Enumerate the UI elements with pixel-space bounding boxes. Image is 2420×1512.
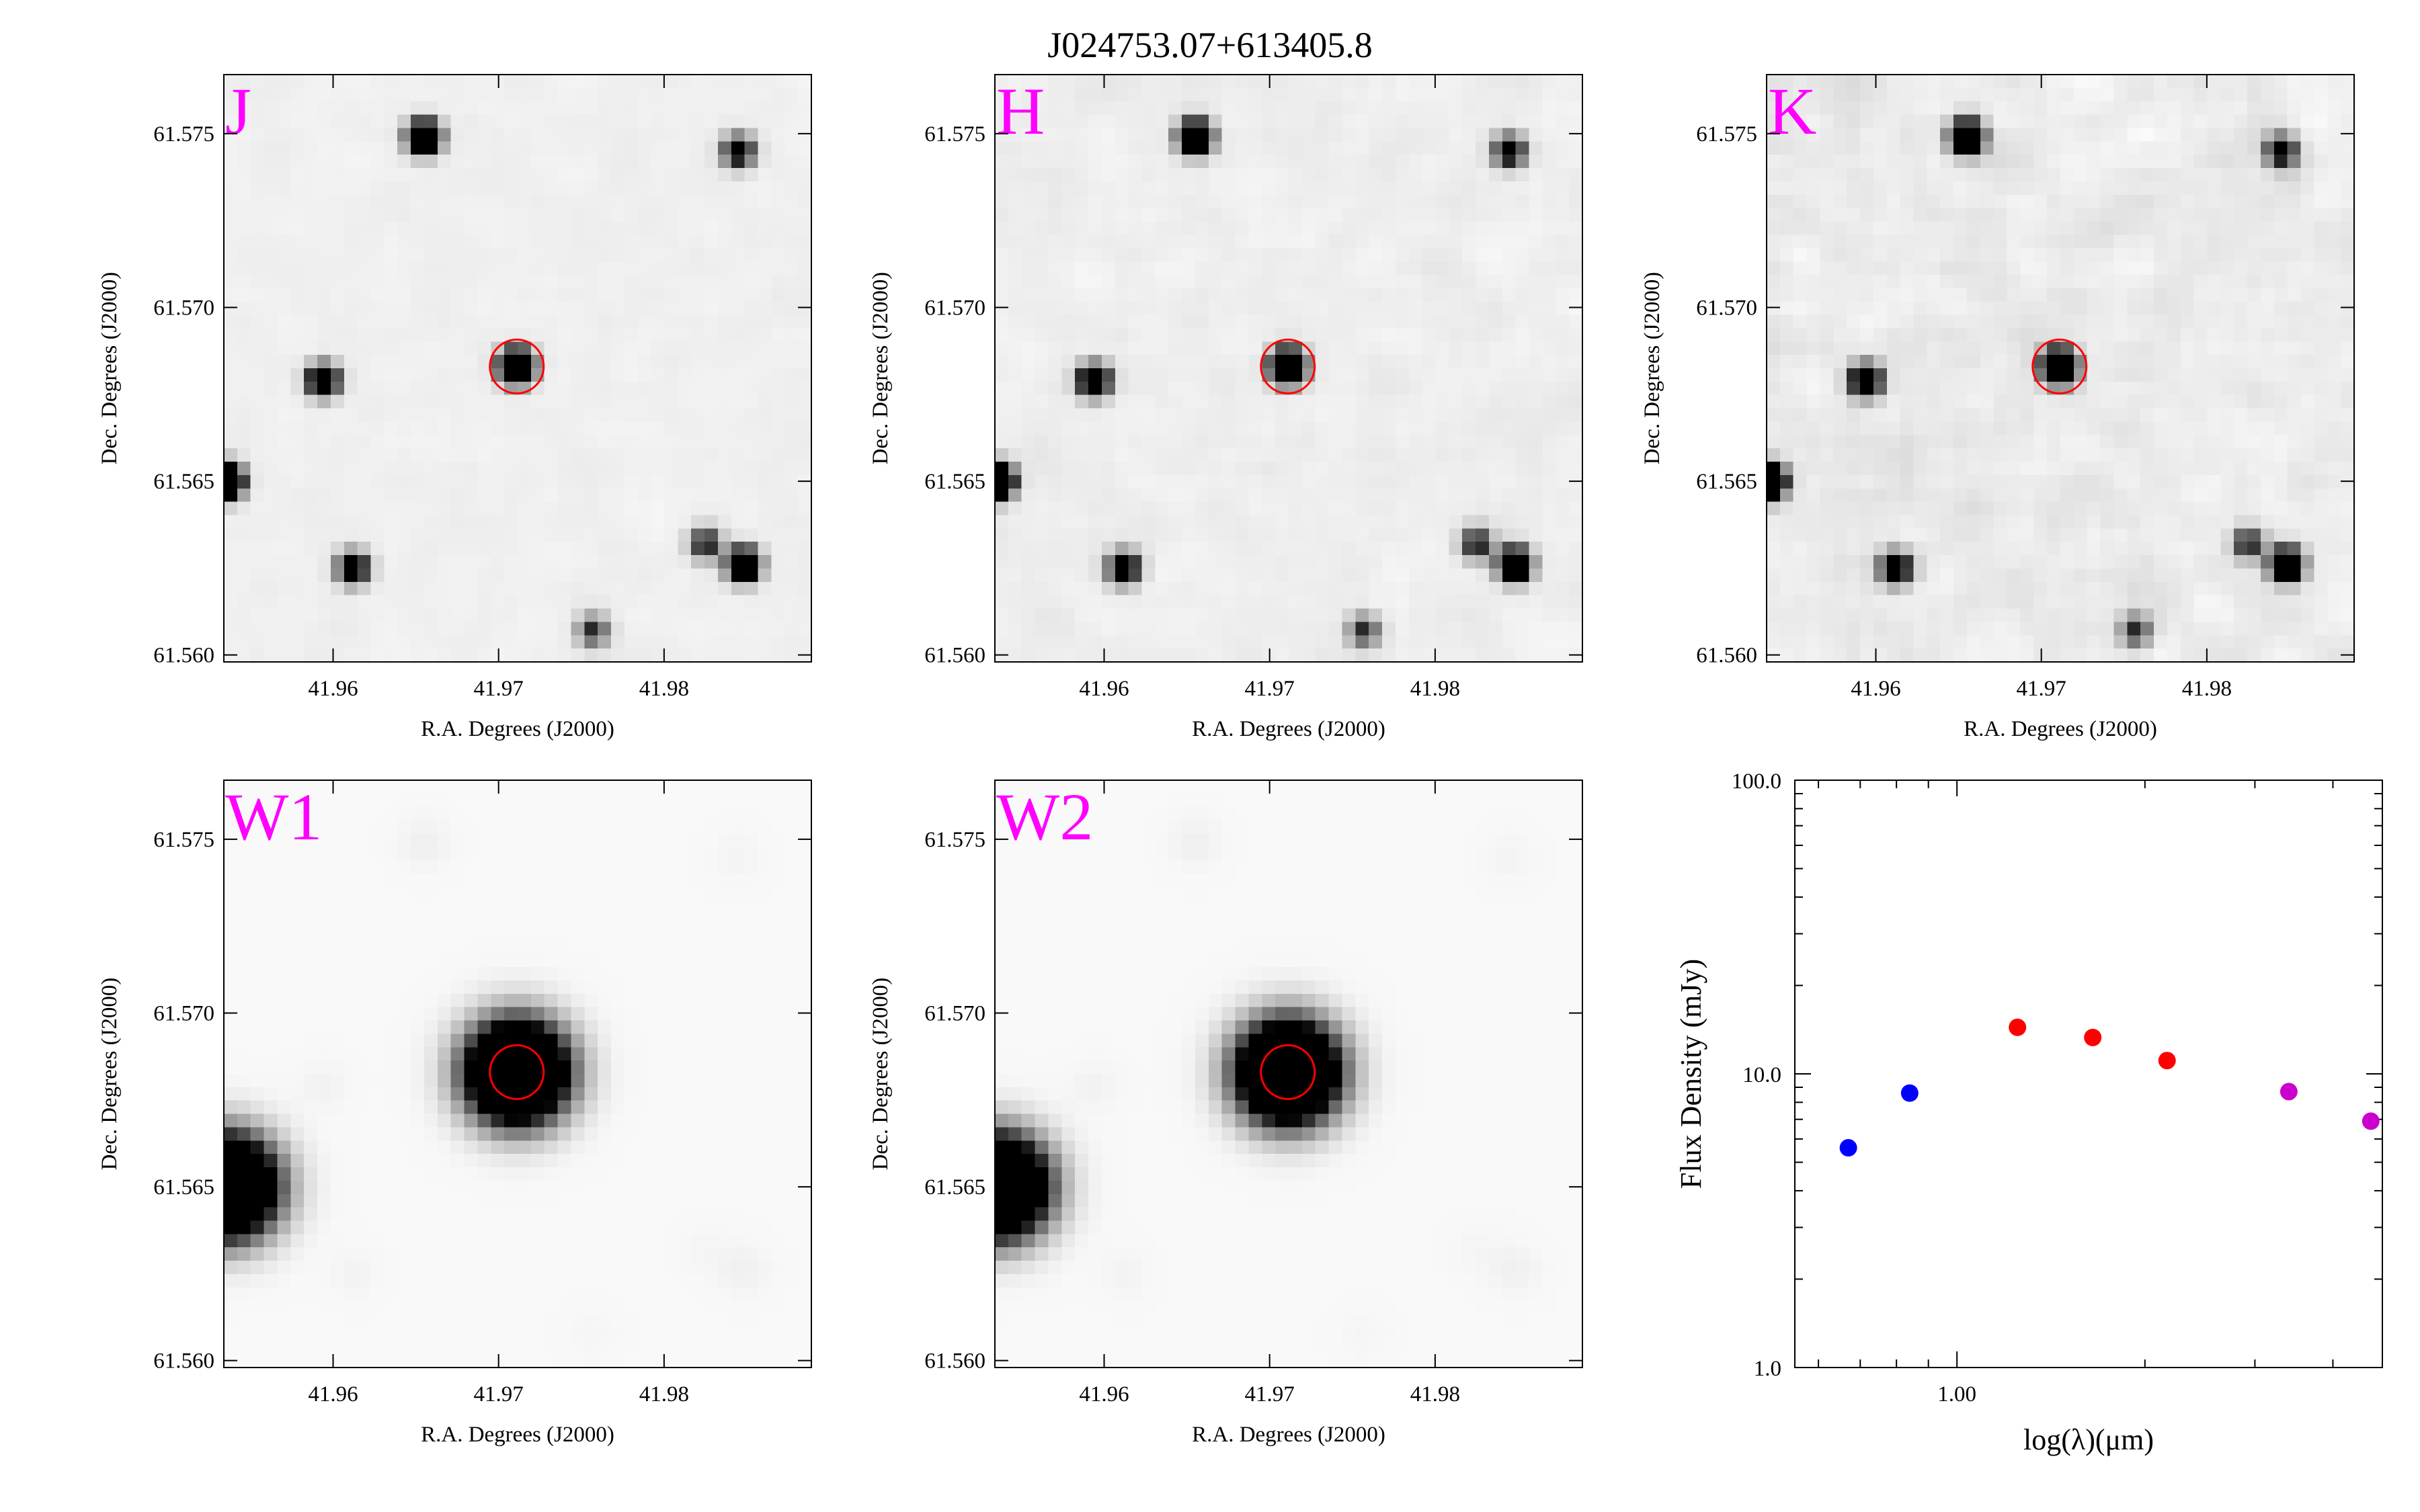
x-axis-label: R.A. Degrees (J2000)	[1192, 717, 1385, 741]
x-tick-label: 41.97	[1245, 1382, 1295, 1406]
target-circle	[489, 338, 545, 394]
panel-frame	[1766, 74, 2355, 663]
target-circle	[1260, 338, 1316, 394]
y-tick-label: 61.575	[153, 828, 214, 852]
y-axis-label: Dec. Degrees (J2000)	[97, 978, 122, 1171]
x-tick-label: 41.96	[308, 1382, 358, 1406]
y-axis-label: Dec. Degrees (J2000)	[869, 272, 893, 465]
sed-point	[2280, 1083, 2298, 1101]
sed-point	[1900, 1084, 1919, 1102]
panel-image	[995, 75, 1582, 662]
band-label: J	[225, 74, 251, 149]
panel-w1: W1 41.96 41.97 41.98 61.575 61.570 61.565 61.56…	[97, 780, 812, 1447]
y-tick-label: 61.575	[153, 122, 214, 146]
target-circle	[489, 1044, 545, 1100]
x-axis-label: R.A. Degrees (J2000)	[1192, 1423, 1385, 1447]
x-axis-label: R.A. Degrees (J2000)	[421, 717, 614, 741]
y-tick-label: 61.570	[924, 296, 985, 320]
sed-y-tick-label: 10.0	[1742, 1063, 1781, 1087]
y-tick-label: 61.575	[924, 828, 985, 852]
sed-point	[2084, 1028, 2102, 1046]
target-circle	[1260, 1044, 1316, 1100]
y-tick-label: 61.565	[1696, 470, 1757, 494]
sed-y-axis-label: Flux Density (mJy)	[1675, 959, 1707, 1189]
panel-frame	[223, 780, 812, 1368]
y-tick-label: 61.570	[924, 1001, 985, 1025]
y-tick-label: 61.565	[924, 1175, 985, 1200]
panel-frame	[223, 74, 812, 663]
band-label: W2	[996, 780, 1093, 854]
y-tick-label: 61.560	[153, 1349, 214, 1374]
x-tick-label: 41.98	[639, 677, 689, 701]
x-tick-label: 41.98	[2182, 677, 2232, 701]
band-label: K	[1768, 74, 1816, 149]
panel-w2: W2 41.96 41.97 41.98 61.575 61.570 61.565 61.56…	[869, 780, 1583, 1447]
sed-x-axis-label: log(λ)(μm)	[2023, 1423, 2154, 1456]
sed-x-tick-label: 1.00	[1937, 1382, 1976, 1406]
sed-point	[2009, 1018, 2027, 1036]
panel-image	[995, 780, 1582, 1368]
y-tick-label: 61.575	[1696, 122, 1757, 146]
y-tick-label: 61.570	[1696, 296, 1757, 320]
target-circle	[2031, 338, 2088, 394]
sed-point	[2158, 1052, 2176, 1070]
sed-y-tick-label: 100.0	[1732, 769, 1781, 794]
y-tick-label: 61.560	[153, 644, 214, 668]
panel-h: H 41.96 41.97 41.98 61.575 61.570 61.565 61.560…	[869, 74, 1583, 741]
y-tick-label: 61.575	[924, 122, 985, 146]
x-axis-label: R.A. Degrees (J2000)	[421, 1423, 614, 1447]
x-tick-label: 41.97	[474, 677, 524, 701]
sed-point	[1839, 1139, 1857, 1157]
panel-j: J 41.96 41.97 41.98 61.575 61.570 61.565 61.560…	[97, 74, 812, 741]
y-axis-label: Dec. Degrees (J2000)	[1640, 272, 1664, 465]
x-tick-label: 41.96	[1079, 677, 1129, 701]
x-tick-label: 41.96	[1079, 1382, 1129, 1406]
x-tick-label: 41.97	[474, 1382, 524, 1406]
y-tick-label: 61.570	[153, 1001, 214, 1025]
x-tick-label: 41.98	[639, 1382, 689, 1406]
y-tick-label: 61.565	[153, 1175, 214, 1200]
sed-point	[2362, 1112, 2380, 1130]
y-tick-label: 61.560	[924, 1349, 985, 1374]
figure-title: J024753.07+613405.8	[1047, 25, 1373, 65]
x-tick-label: 41.97	[1245, 677, 1295, 701]
sed-y-tick-label: 1.0	[1754, 1357, 1781, 1381]
y-axis-label: Dec. Degrees (J2000)	[97, 272, 122, 465]
panel-image	[224, 780, 811, 1368]
panel-image	[224, 75, 811, 662]
panel-frame	[994, 74, 1583, 663]
y-axis-label: Dec. Degrees (J2000)	[869, 978, 893, 1171]
sed-frame	[1794, 780, 2383, 1368]
band-label: W1	[225, 780, 322, 854]
x-tick-label: 41.96	[308, 677, 358, 701]
band-label: H	[996, 74, 1045, 149]
x-tick-label: 41.96	[1851, 677, 1900, 701]
x-tick-label: 41.97	[2017, 677, 2066, 701]
x-tick-label: 41.98	[1410, 677, 1460, 701]
y-tick-label: 61.560	[924, 644, 985, 668]
x-tick-label: 41.98	[1410, 1382, 1460, 1406]
y-tick-label: 61.560	[1696, 644, 1757, 668]
panel-image	[1767, 75, 2354, 662]
panel-frame	[994, 780, 1583, 1368]
y-tick-label: 61.565	[153, 470, 214, 494]
sed-chart: 1.0 10.0 100.0 1.00 log(λ)(μm) Flux Density (…	[1675, 769, 2383, 1456]
x-axis-label: R.A. Degrees (J2000)	[1964, 717, 2157, 741]
y-tick-label: 61.565	[924, 470, 985, 494]
y-tick-label: 61.570	[153, 296, 214, 320]
panel-k: K 41.96 41.97 41.98 61.575 61.570 61.565 61.560…	[1640, 74, 2355, 741]
